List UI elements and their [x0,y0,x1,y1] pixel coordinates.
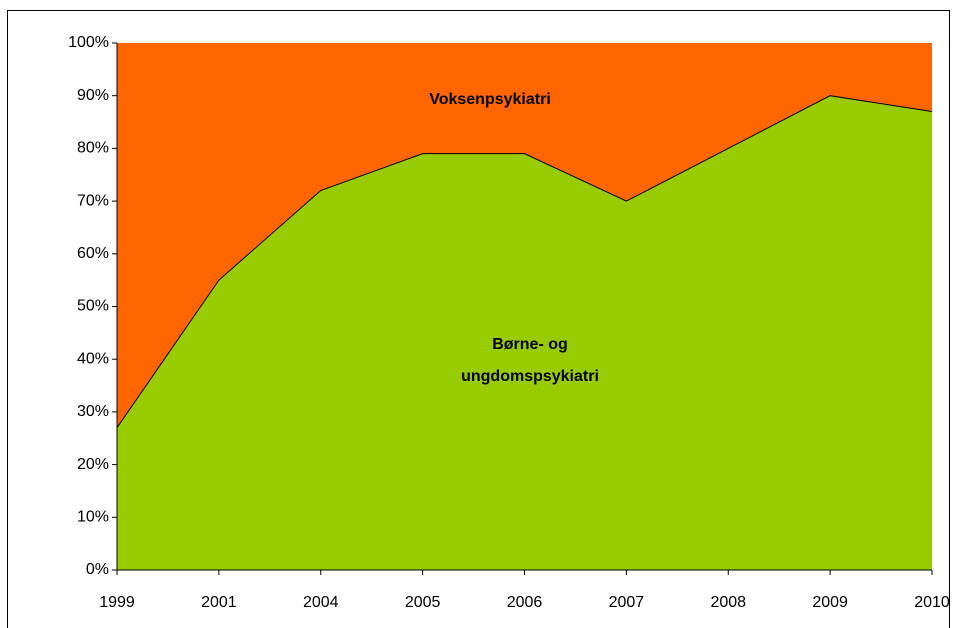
chart-frame [7,10,950,628]
area [117,95,932,570]
y-tick-label: 30% [77,403,109,420]
y-tick-label: 70% [77,192,109,209]
y-tick-label: 60% [77,245,109,262]
x-tick-label: 2005 [405,594,441,611]
x-tick-label: 2007 [609,594,645,611]
x-tick-label: 1999 [99,594,135,611]
y-tick-label: 10% [77,509,109,526]
area [117,43,932,428]
x-tick-label: 2008 [710,594,746,611]
boundary-line [116,95,933,428]
y-tick-label: 0% [86,561,109,578]
x-tick-label: 2004 [303,594,339,611]
y-tick-label: 80% [77,140,109,157]
y-tick-label: 20% [77,456,109,473]
series-label: Børne- og ungdomspsykiatri [461,336,599,385]
y-tick-label: 50% [77,298,109,315]
series-label: Voksenpsykiatri [429,91,551,108]
x-tick-label: 2010 [914,594,950,611]
x-tick-label: 2001 [201,594,237,611]
x-tick-label: 2006 [507,594,543,611]
y-tick-label: 100% [68,34,109,51]
y-tick-label: 40% [77,350,109,367]
x-tick-label: 2009 [812,594,848,611]
y-tick-label: 90% [77,87,109,104]
